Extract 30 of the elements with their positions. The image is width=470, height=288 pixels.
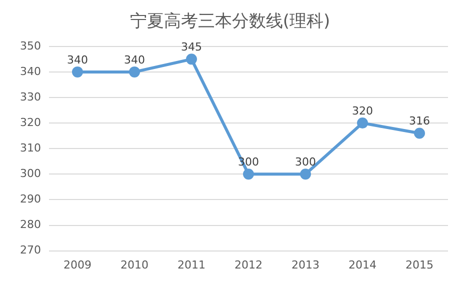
x-tick-label: 2009	[63, 258, 92, 272]
data-label: 340	[66, 53, 88, 66]
point	[414, 128, 425, 139]
data-label: 340	[124, 53, 145, 66]
y-tick-label: 270	[20, 244, 41, 257]
x-tick-label: 2015	[406, 258, 434, 272]
y-tick-label: 300	[20, 167, 41, 180]
x-tick-label: 2014	[348, 258, 376, 272]
y-tick-label: 330	[20, 90, 41, 104]
y-tick-label: 290	[20, 192, 41, 206]
point	[357, 118, 368, 129]
data-label: 320	[352, 104, 373, 118]
y-tick-label: 340	[20, 64, 41, 78]
point	[72, 66, 83, 78]
y-tick-label: 310	[20, 141, 41, 154]
point	[300, 168, 311, 180]
point	[186, 54, 197, 65]
chart-title: 宁夏高考三本分数线(理科)	[130, 12, 330, 32]
x-tick-label: 2013	[292, 258, 320, 272]
y-tick-label: 280	[20, 218, 41, 232]
y-tick-label: 320	[20, 116, 41, 129]
y-tick-label: 350	[20, 39, 41, 52]
x-tick-label: 2011	[177, 258, 206, 272]
data-label: 316	[409, 114, 430, 128]
x-tick-label: 2010	[120, 258, 148, 272]
point	[243, 168, 254, 180]
data-label: 300	[295, 156, 316, 169]
x-tick-label: 2012	[234, 258, 262, 272]
point	[128, 66, 140, 78]
data-label: 345	[180, 40, 202, 54]
